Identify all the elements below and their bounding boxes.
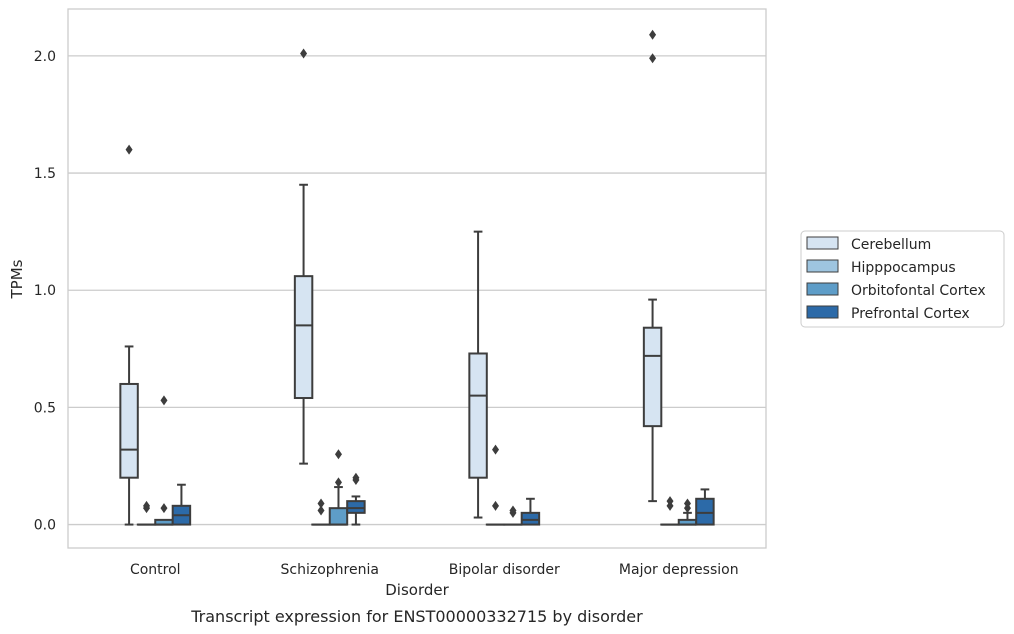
box-hipppocampus xyxy=(136,500,157,526)
outlier-point xyxy=(125,144,133,155)
box-plot-series xyxy=(119,29,715,526)
y-tick-label: 1.0 xyxy=(34,283,56,299)
iqr-box xyxy=(695,497,715,526)
plot-frame xyxy=(67,8,767,549)
legend-label: Cerebellum xyxy=(851,237,931,253)
outlier-point xyxy=(300,48,308,59)
box-hipppocampus xyxy=(660,496,680,526)
box-hipppocampus xyxy=(311,498,331,526)
outlier-point xyxy=(317,505,325,516)
box-prefrontal-cortex xyxy=(520,497,541,526)
outlier-point xyxy=(683,498,691,509)
box-prefrontal-cortex xyxy=(695,488,715,526)
box-cerebellum xyxy=(293,48,314,465)
outlier-point xyxy=(492,500,500,511)
x-tick-label: Bipolar disorder xyxy=(449,562,560,578)
legend: Cerebellum Hipppocampus Orbitofontal Corte… xyxy=(800,230,1005,328)
x-tick-label: Major depression xyxy=(619,562,739,578)
legend-swatch xyxy=(806,236,839,250)
outlier-point xyxy=(334,449,342,460)
outlier-point xyxy=(649,53,657,64)
iqr-box xyxy=(346,500,366,514)
iqr-box xyxy=(119,382,139,479)
y-tick-label: 0.5 xyxy=(34,400,56,416)
iqr-box xyxy=(293,275,314,400)
box-orbitofontal-cortex xyxy=(677,498,698,526)
legend-label: Hipppocampus xyxy=(851,260,956,276)
box-prefrontal-cortex xyxy=(346,472,366,526)
y-tick-label: 2.0 xyxy=(34,49,56,65)
outlier-point xyxy=(352,472,360,483)
legend-swatch xyxy=(806,259,839,273)
iqr-box xyxy=(468,352,488,479)
box-cerebellum xyxy=(642,29,663,503)
y-tick-label: 0.0 xyxy=(34,518,56,534)
y-axis-tick-labels: 0.0 0.5 1.0 1.5 2.0 xyxy=(34,49,56,534)
iqr-box xyxy=(328,507,349,526)
legend-swatch xyxy=(806,305,839,319)
outlier-point xyxy=(160,395,168,406)
outlier-point xyxy=(509,505,517,516)
box-hipppocampus xyxy=(485,444,506,526)
legend-label: Orbitofontal Cortex xyxy=(851,283,986,299)
outlier-point xyxy=(160,503,168,514)
grid-lines xyxy=(68,55,766,526)
iqr-box xyxy=(642,326,663,428)
chart-caption: Transcript expression for ENST0000033271… xyxy=(190,607,643,626)
x-tick-label: Schizophrenia xyxy=(281,562,379,578)
legend-swatch xyxy=(806,282,839,296)
outlier-point xyxy=(666,496,674,507)
iqr-box xyxy=(520,511,541,526)
outlier-point xyxy=(317,498,325,509)
x-tick-label: Control xyxy=(130,562,181,578)
x-axis-title: Disorder xyxy=(385,581,449,599)
box-prefrontal-cortex xyxy=(171,483,192,526)
legend-label: Prefrontal Cortex xyxy=(851,306,970,322)
x-axis-tick-labels: Control Schizophrenia Bipolar disorder Majo… xyxy=(130,562,739,578)
outlier-point xyxy=(649,29,657,40)
outlier-point xyxy=(143,500,151,511)
box-orbitofontal-cortex xyxy=(328,449,349,526)
box-cerebellum xyxy=(468,230,488,519)
y-tick-label: 1.5 xyxy=(34,166,56,182)
y-axis-title: TPMs xyxy=(8,259,26,299)
box-orbitofontal-cortex xyxy=(503,505,523,526)
box-orbitofontal-cortex xyxy=(154,395,174,526)
outlier-point xyxy=(492,444,500,455)
legend-frame xyxy=(800,230,1005,328)
box-cerebellum xyxy=(119,144,139,526)
outlier-point xyxy=(334,477,342,488)
